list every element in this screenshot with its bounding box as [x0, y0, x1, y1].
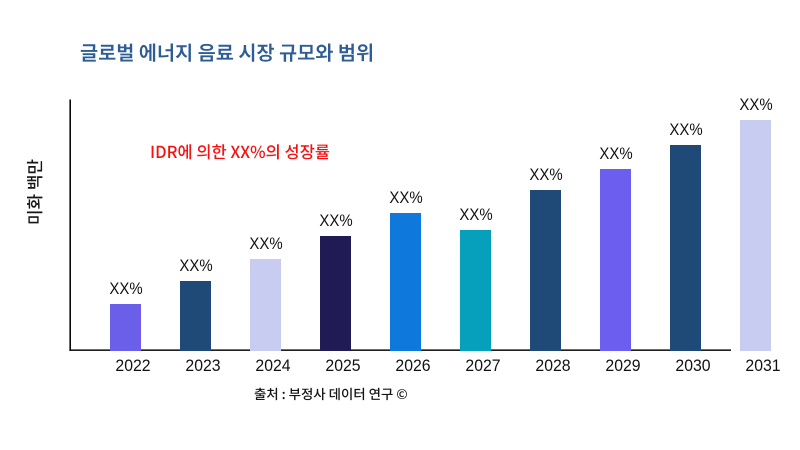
- bar-value-label-2022: XX%: [109, 278, 143, 298]
- y-axis-line: [69, 99, 71, 351]
- bar-value-label-2030: XX%: [669, 119, 703, 139]
- bar-2031: [740, 120, 771, 351]
- bar-2024: [250, 259, 281, 351]
- bar-2022: [110, 304, 141, 351]
- bar-2025: [320, 236, 351, 351]
- bar-value-label-2026: XX%: [389, 187, 423, 207]
- bar-2029: [600, 169, 631, 351]
- x-tick-label-2024: 2024: [255, 355, 291, 375]
- y-axis-title-glyphs: [26, 159, 43, 224]
- x-tick-label-2031: 2031: [745, 355, 781, 375]
- bar-value-label-2025: XX%: [319, 210, 353, 230]
- bar-2028: [530, 190, 561, 351]
- bar-value-label-2029: XX%: [599, 143, 633, 163]
- bar-2026: [390, 213, 421, 351]
- bar-value-label-2027: XX%: [459, 204, 493, 224]
- chart-title-glyphs: [80, 43, 373, 62]
- source-note-path: [254, 387, 407, 400]
- source-note: 출처 : 부정사 데이터 연구 ©: [253, 385, 411, 404]
- x-tick-label-2029: 2029: [605, 355, 641, 375]
- x-tick-label-2030: 2030: [675, 355, 711, 375]
- bar-value-label-2023: XX%: [179, 255, 213, 275]
- chart-title: 글로벌 에너지 음료 시장 규모와 범위: [79, 42, 375, 66]
- x-tick-label-2028: 2028: [535, 355, 571, 375]
- growth-annotation: IDR에 의한 XX%의 성장률: [149, 142, 331, 164]
- y-axis-title: 미화 백만: [2, 159, 68, 224]
- bar-2027: [460, 230, 491, 351]
- bar-value-label-2024: XX%: [249, 233, 283, 253]
- bar-2023: [180, 281, 211, 351]
- bar-value-label-2031: XX%: [739, 94, 773, 114]
- growth-annotation-path: [151, 144, 329, 160]
- bar-2030: [670, 145, 701, 351]
- x-tick-label-2022: 2022: [115, 355, 151, 375]
- x-tick-label-2023: 2023: [185, 355, 221, 375]
- x-tick-label-2026: 2026: [395, 355, 431, 375]
- x-tick-label-2027: 2027: [465, 355, 501, 375]
- chart-title-path: [80, 43, 373, 62]
- growth-annotation-glyphs: [151, 144, 329, 160]
- source-note-glyphs: [254, 387, 407, 400]
- x-tick-label-2025: 2025: [325, 355, 361, 375]
- y-axis-title-path: [26, 159, 43, 224]
- bar-value-label-2028: XX%: [529, 164, 563, 184]
